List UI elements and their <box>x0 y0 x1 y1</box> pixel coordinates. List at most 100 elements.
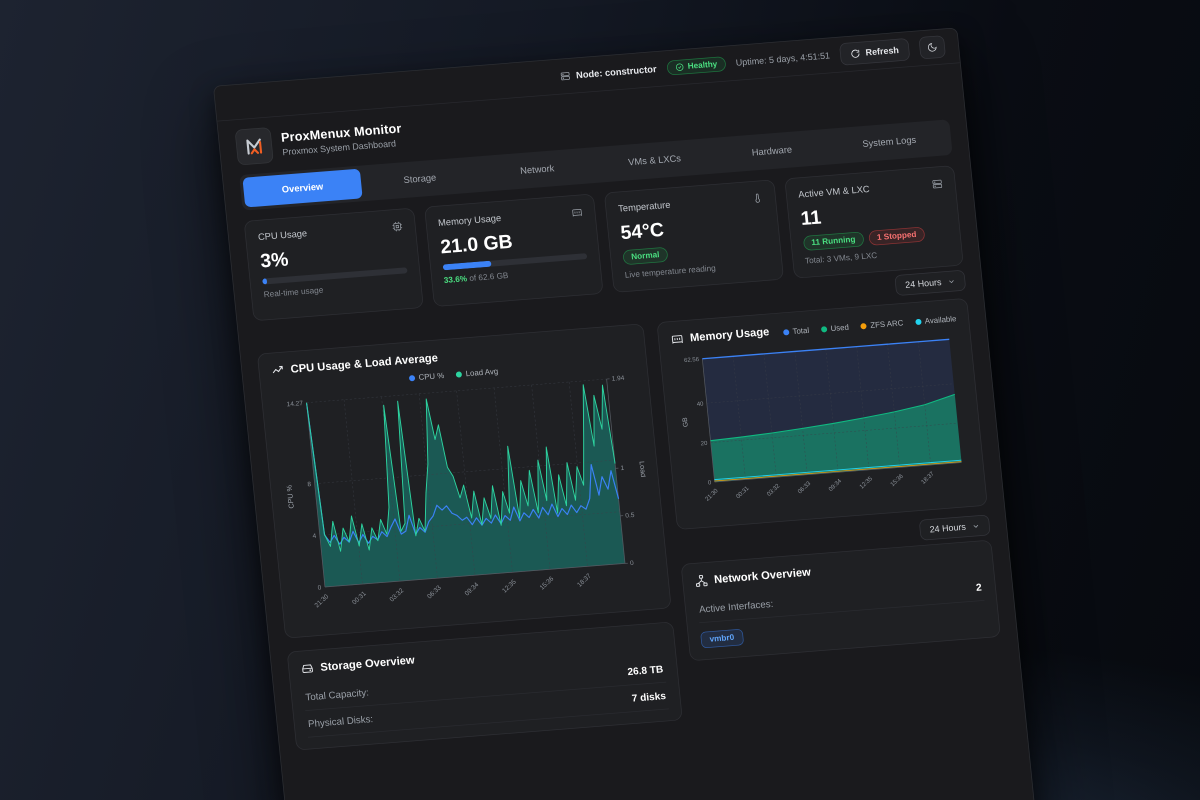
stat-cards-row: CPU Usage 3% Real-time usage Memory Usag… <box>243 165 964 322</box>
cpu-load-chart-card: CPU Usage & Load Average CPU % Load Avg 2… <box>256 323 672 639</box>
tab-vms-lxcs[interactable]: VMs & LXCs <box>627 153 682 168</box>
thermometer-icon <box>751 192 763 204</box>
svg-text:1: 1 <box>620 465 625 472</box>
svg-text:GB: GB <box>681 417 689 428</box>
memory-chart: 21:30 00:31 03:32 06:33 09:34 12:35 15:36 18:37… <box>681 338 962 503</box>
interface-badge-vmbr0: vmbr0 <box>699 629 744 649</box>
left-column: CPU Usage & Load Average CPU % Load Avg 2… <box>256 323 683 751</box>
cpu-usage-card: CPU Usage 3% Real-time usage <box>243 207 424 322</box>
cpu-usage-value: 3% <box>259 247 290 272</box>
legend-item: Used <box>820 323 849 334</box>
svg-text:Load: Load <box>638 461 649 478</box>
refresh-icon <box>850 48 861 58</box>
legend-item: Available <box>914 314 957 326</box>
right-column: Memory Usage Total Used ZFS ARC Available 2… <box>656 297 1001 662</box>
cpu-load-chart: 21:30 00:31 03:32 06:33 09:34 12:35 15:36 18:37… <box>284 375 649 610</box>
svg-text:62.56: 62.56 <box>684 357 700 364</box>
tab-hardware[interactable]: Hardware <box>751 144 793 158</box>
storage-title: Storage Overview <box>319 653 416 674</box>
svg-text:12:35: 12:35 <box>501 578 518 594</box>
svg-text:18:37: 18:37 <box>576 572 593 588</box>
svg-text:06:33: 06:33 <box>426 584 443 600</box>
proxmenux-logo <box>234 127 274 166</box>
tab-storage[interactable]: Storage <box>403 172 437 186</box>
vm-count-value: 11 <box>799 205 823 230</box>
svg-text:CPU %: CPU % <box>284 484 295 509</box>
svg-text:20: 20 <box>700 441 708 448</box>
storage-overview-card: Storage Overview Total Capacity: 26.8 TB… <box>286 621 683 751</box>
time-range-select[interactable]: 24 Hours <box>894 269 967 296</box>
memory-chart-card: Memory Usage Total Used ZFS ARC Available 2… <box>656 297 988 531</box>
svg-text:0: 0 <box>708 480 713 486</box>
svg-text:15:36: 15:36 <box>890 473 905 488</box>
memory-card-label: Memory Usage <box>437 212 502 229</box>
tab-network[interactable]: Network <box>519 163 555 177</box>
temperature-status-badge: Normal <box>622 246 669 266</box>
memory-chart-title: Memory Usage <box>689 325 770 345</box>
memory-usage-value: 21.0 GB <box>439 229 514 258</box>
svg-text:21:30: 21:30 <box>704 488 719 503</box>
svg-text:0: 0 <box>317 584 322 591</box>
moon-icon <box>927 42 938 53</box>
tab-system-logs[interactable]: System Logs <box>861 134 917 150</box>
node-label: Node: constructor <box>575 63 658 81</box>
legend-item: ZFS ARC <box>860 319 904 331</box>
svg-text:8: 8 <box>307 481 312 488</box>
vm-card-label: Active VM & LXC <box>797 183 871 200</box>
cpu-card-label: CPU Usage <box>257 228 308 243</box>
refresh-button[interactable]: Refresh <box>839 38 911 66</box>
dashboard-window: Node: constructor Healthy Uptime: 5 days… <box>213 27 1043 800</box>
theme-toggle-button[interactable] <box>918 35 946 60</box>
svg-text:00:31: 00:31 <box>351 590 368 606</box>
svg-text:4: 4 <box>312 533 317 540</box>
svg-text:40: 40 <box>696 401 704 408</box>
temperature-value: 54°C <box>619 218 665 244</box>
activity-icon <box>271 364 285 378</box>
network-title: Network Overview <box>713 566 812 587</box>
svg-text:21:30: 21:30 <box>314 593 331 609</box>
svg-text:12:35: 12:35 <box>859 476 874 491</box>
svg-text:00:31: 00:31 <box>735 485 750 500</box>
svg-text:1.94: 1.94 <box>611 375 625 383</box>
svg-text:14.27: 14.27 <box>286 400 303 408</box>
svg-text:06:33: 06:33 <box>797 480 812 495</box>
app-header: ProxMenux Monitor Proxmox System Dashboa… <box>217 63 965 175</box>
hard-drive-icon <box>300 662 314 676</box>
time-range-row-2: 24 Hours <box>678 514 991 560</box>
memory-usage-card: Memory Usage 21.0 GB 33.6% of 62.6 GB <box>423 193 604 308</box>
cpu-icon <box>391 221 403 233</box>
vm-stopped-badge: 1 Stopped <box>868 226 926 246</box>
time-range-row: 24 Hours <box>254 269 967 347</box>
top-status-bar: Node: constructor Healthy Uptime: 5 days… <box>213 28 960 122</box>
svg-text:15:36: 15:36 <box>539 575 556 591</box>
health-badge: Healthy <box>666 56 727 76</box>
temperature-card: Temperature 54°C Normal Live temperature… <box>603 179 784 293</box>
cpu-chart-title: CPU Usage & Load Average <box>290 351 439 376</box>
svg-text:18:37: 18:37 <box>920 471 935 486</box>
chevron-down-icon <box>947 277 956 286</box>
check-circle-icon <box>675 62 685 72</box>
svg-text:09:34: 09:34 <box>464 581 481 597</box>
time-range-select-2[interactable]: 24 Hours <box>919 514 991 542</box>
chevron-down-icon-2 <box>971 522 980 531</box>
network-icon <box>694 574 708 588</box>
node-indicator: Node: constructor <box>560 64 657 82</box>
memory-icon <box>571 206 583 218</box>
tab-overview[interactable]: Overview <box>242 168 363 208</box>
svg-text:03:32: 03:32 <box>389 587 406 603</box>
server-stack-icon <box>931 178 943 190</box>
memory-chip-icon <box>670 332 684 346</box>
vm-running-badge: 11 Running <box>802 231 865 251</box>
svg-text:03:32: 03:32 <box>766 483 781 498</box>
active-vm-card: Active VM & LXC 11 11 Running 1 Stopped … <box>784 165 964 279</box>
network-overview-card: Network Overview Active Interfaces: 2 vm… <box>680 539 1001 662</box>
svg-text:0: 0 <box>630 560 635 567</box>
temperature-card-label: Temperature <box>617 199 671 214</box>
charts-grid: CPU Usage & Load Average CPU % Load Avg 2… <box>256 297 1007 751</box>
legend-item: Total <box>782 326 810 337</box>
svg-text:0.5: 0.5 <box>625 512 635 520</box>
server-icon <box>560 71 571 82</box>
svg-text:09:34: 09:34 <box>828 478 843 493</box>
uptime-text: Uptime: 5 days, 4:51:51 <box>735 50 831 68</box>
